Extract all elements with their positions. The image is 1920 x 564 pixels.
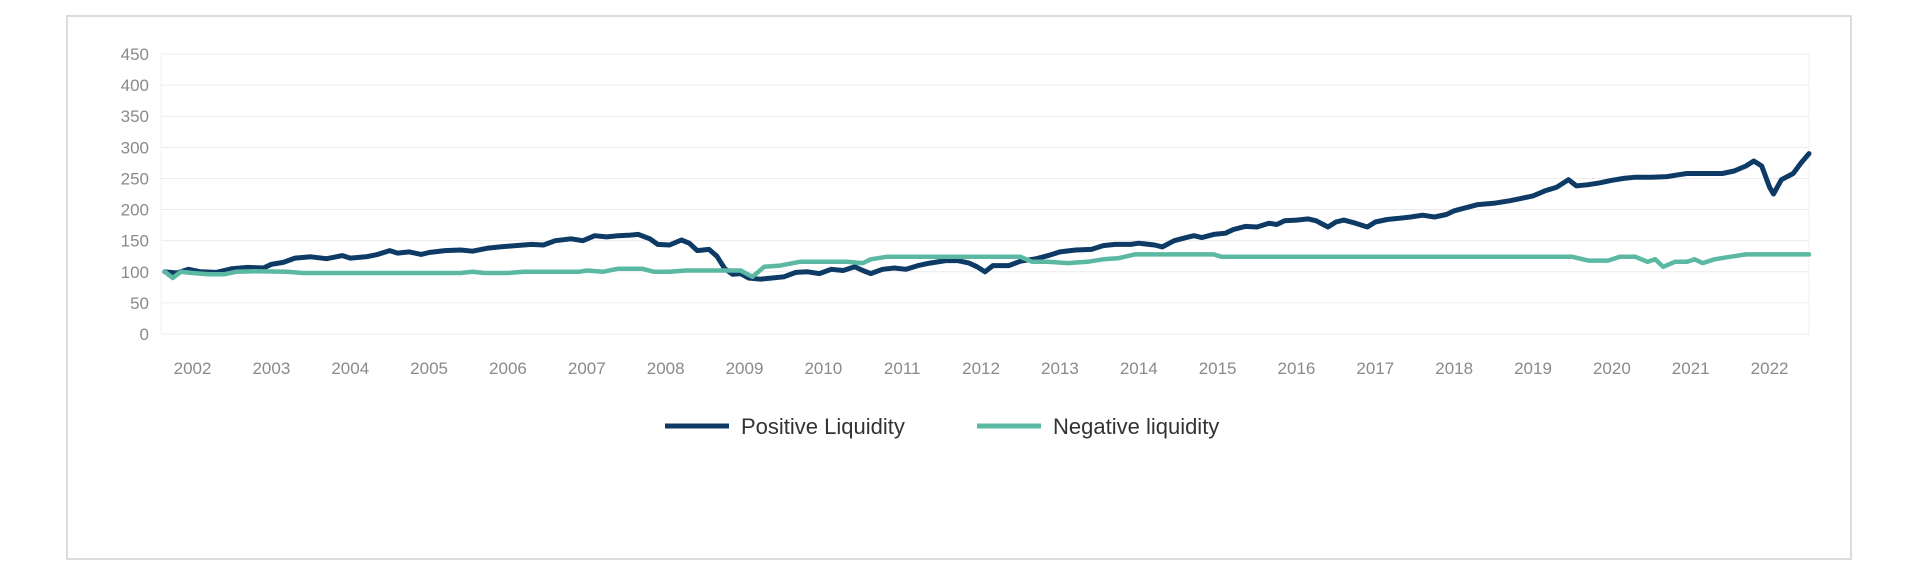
y-axis-tick-labels: 0 50 100 150 200 250 300 350 400 450 bbox=[121, 45, 149, 344]
y-tick-label: 100 bbox=[121, 263, 149, 282]
x-tick-label: 2021 bbox=[1672, 359, 1710, 378]
x-tick-label: 2009 bbox=[726, 359, 764, 378]
x-tick-label: 2018 bbox=[1435, 359, 1473, 378]
line-chart: 0 50 100 150 200 250 300 350 400 450 2002 2003 2004… bbox=[121, 45, 1812, 439]
x-tick-label: 2006 bbox=[489, 359, 527, 378]
legend-label-negative-liquidity: Negative liquidity bbox=[1053, 414, 1219, 439]
x-tick-label: 2010 bbox=[804, 359, 842, 378]
x-axis-tick-labels: 2002 2003 2004 2005 2006 2007 2008 2009 2010 2011… bbox=[174, 359, 1789, 378]
x-tick-label: 2002 bbox=[174, 359, 212, 378]
x-tick-label: 2020 bbox=[1593, 359, 1631, 378]
plot-area bbox=[160, 53, 1810, 335]
y-tick-label: 150 bbox=[121, 232, 149, 251]
y-tick-label: 0 bbox=[140, 325, 149, 344]
series-lines bbox=[162, 151, 1812, 282]
x-tick-label: 2012 bbox=[962, 359, 1000, 378]
series-line-positive-liquidity bbox=[162, 151, 1812, 282]
y-tick-label: 350 bbox=[121, 107, 149, 126]
y-tick-label: 450 bbox=[121, 45, 149, 64]
x-tick-label: 2016 bbox=[1278, 359, 1316, 378]
x-tick-label: 2008 bbox=[647, 359, 685, 378]
x-tick-label: 2011 bbox=[884, 359, 921, 378]
y-tick-label: 300 bbox=[121, 138, 149, 157]
y-tick-label: 200 bbox=[121, 201, 149, 220]
legend: Positive Liquidity Negative liquidity bbox=[665, 414, 1219, 439]
series-line-negative-liquidity bbox=[162, 252, 1812, 281]
x-tick-label: 2007 bbox=[568, 359, 606, 378]
y-tick-label: 50 bbox=[130, 294, 149, 313]
legend-label-positive-liquidity: Positive Liquidity bbox=[741, 414, 905, 439]
x-tick-label: 2014 bbox=[1120, 359, 1158, 378]
x-tick-label: 2005 bbox=[410, 359, 448, 378]
y-tick-label: 250 bbox=[121, 169, 149, 188]
x-tick-label: 2019 bbox=[1514, 359, 1552, 378]
x-tick-label: 2017 bbox=[1356, 359, 1394, 378]
y-tick-label: 400 bbox=[121, 76, 149, 95]
chart-frame: 0 50 100 150 200 250 300 350 400 450 2002 2003 2004… bbox=[66, 15, 1852, 560]
x-tick-label: 2003 bbox=[252, 359, 290, 378]
x-tick-label: 2013 bbox=[1041, 359, 1079, 378]
x-tick-label: 2004 bbox=[331, 359, 369, 378]
x-tick-label: 2022 bbox=[1751, 359, 1789, 378]
gridlines bbox=[160, 53, 1810, 335]
x-tick-label: 2015 bbox=[1199, 359, 1237, 378]
